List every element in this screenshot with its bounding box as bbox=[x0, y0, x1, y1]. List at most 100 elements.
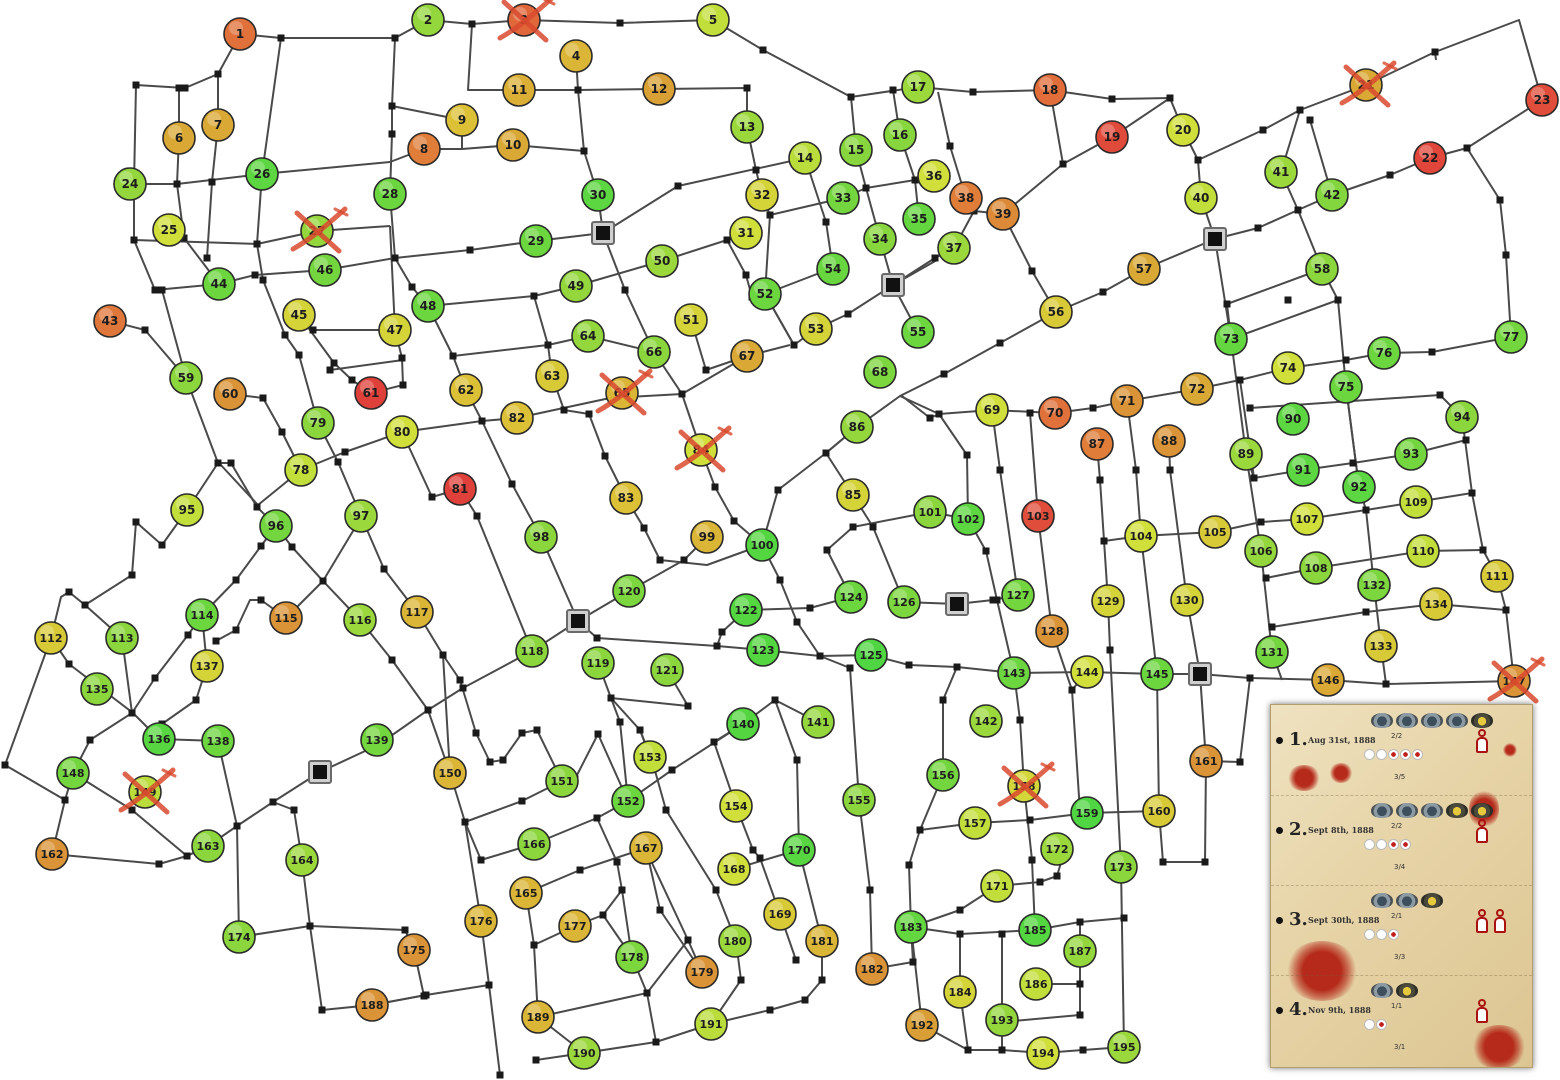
junction-square[interactable] bbox=[192, 696, 200, 704]
junction-square[interactable] bbox=[822, 218, 830, 226]
junction-square[interactable] bbox=[391, 254, 399, 262]
junction-square[interactable] bbox=[1026, 409, 1034, 417]
junction-square[interactable] bbox=[530, 941, 538, 949]
location-6[interactable]: 6 bbox=[162, 121, 196, 155]
junction-square[interactable] bbox=[232, 626, 240, 634]
location-67[interactable]: 67 bbox=[730, 339, 764, 373]
junction-square[interactable] bbox=[158, 541, 166, 549]
junction-square[interactable] bbox=[1250, 474, 1258, 482]
junction-square[interactable] bbox=[1159, 858, 1167, 866]
location-160[interactable]: 160 bbox=[1142, 794, 1176, 828]
location-82[interactable]: 82 bbox=[500, 401, 534, 435]
junction-square[interactable] bbox=[65, 588, 73, 596]
location-95[interactable]: 95 bbox=[170, 493, 204, 527]
junction-square[interactable] bbox=[420, 992, 428, 1000]
junction-square[interactable] bbox=[277, 34, 285, 42]
junction-square[interactable] bbox=[1223, 300, 1231, 308]
junction-square[interactable] bbox=[643, 989, 651, 997]
location-26[interactable]: 26 bbox=[245, 157, 279, 191]
junction-square[interactable] bbox=[132, 81, 140, 89]
location-108[interactable]: 108 bbox=[1299, 551, 1333, 585]
location-114[interactable]: 114 bbox=[185, 598, 219, 632]
location-92[interactable]: 92 bbox=[1342, 470, 1376, 504]
junction-square[interactable] bbox=[424, 706, 432, 714]
junction-square[interactable] bbox=[1382, 680, 1390, 688]
location-169[interactable]: 169 bbox=[763, 897, 797, 931]
junction-square[interactable] bbox=[1076, 918, 1084, 926]
junction-square[interactable] bbox=[232, 576, 240, 584]
junction-square[interactable] bbox=[259, 276, 267, 284]
junction-square[interactable] bbox=[1076, 980, 1084, 988]
location-34[interactable]: 34 bbox=[863, 222, 897, 256]
junction-square[interactable] bbox=[712, 886, 720, 894]
junction-square[interactable] bbox=[180, 234, 188, 242]
junction-square[interactable] bbox=[640, 524, 648, 532]
location-134[interactable]: 134 bbox=[1419, 587, 1453, 621]
location-43[interactable]: 43 bbox=[93, 304, 127, 338]
junction-square[interactable] bbox=[560, 406, 568, 414]
junction-square[interactable] bbox=[1036, 878, 1044, 886]
location-179[interactable]: 179 bbox=[685, 955, 719, 989]
junction-square[interactable] bbox=[730, 517, 738, 525]
junction-square[interactable] bbox=[326, 366, 334, 374]
location-161[interactable]: 161 bbox=[1189, 744, 1223, 778]
location-150[interactable]: 150 bbox=[433, 756, 467, 790]
junction-square[interactable] bbox=[1262, 574, 1270, 582]
junction-square[interactable] bbox=[723, 236, 731, 244]
junction-square[interactable] bbox=[616, 718, 624, 726]
junction-square[interactable] bbox=[594, 730, 602, 738]
location-5[interactable]: 5 bbox=[696, 3, 730, 37]
junction-square[interactable] bbox=[1296, 106, 1304, 114]
location-7[interactable]: 7 bbox=[201, 108, 235, 142]
location-97[interactable]: 97 bbox=[344, 499, 378, 533]
location-163[interactable]: 163 bbox=[191, 829, 225, 863]
junction-square[interactable] bbox=[486, 758, 494, 766]
junction-square[interactable] bbox=[940, 370, 948, 378]
location-56[interactable]: 56 bbox=[1039, 295, 1073, 329]
location-25[interactable]: 25 bbox=[152, 213, 186, 247]
location-178[interactable]: 178 bbox=[615, 940, 649, 974]
junction-square[interactable] bbox=[1349, 459, 1357, 467]
junction-square[interactable] bbox=[743, 84, 751, 92]
junction-square[interactable] bbox=[1099, 288, 1107, 296]
location-89[interactable]: 89 bbox=[1229, 437, 1263, 471]
location-72[interactable]: 72 bbox=[1180, 372, 1214, 406]
junction-square[interactable] bbox=[508, 480, 516, 488]
junction-square[interactable] bbox=[214, 70, 222, 78]
police-start-square[interactable] bbox=[881, 273, 905, 297]
location-110[interactable]: 110 bbox=[1406, 534, 1440, 568]
junction-square[interactable] bbox=[449, 352, 457, 360]
location-117[interactable]: 117 bbox=[400, 595, 434, 629]
junction-square[interactable] bbox=[1201, 858, 1209, 866]
location-193[interactable]: 193 bbox=[985, 1003, 1019, 1037]
location-118[interactable]: 118 bbox=[515, 634, 549, 668]
junction-square[interactable] bbox=[1166, 466, 1174, 474]
junction-square[interactable] bbox=[1362, 506, 1370, 514]
junction-square[interactable] bbox=[181, 84, 189, 92]
junction-square[interactable] bbox=[801, 996, 809, 1004]
junction-square[interactable] bbox=[996, 339, 1004, 347]
location-113[interactable]: 113 bbox=[105, 621, 139, 655]
junction-square[interactable] bbox=[680, 556, 688, 564]
junction-square[interactable] bbox=[1431, 48, 1439, 56]
junction-square[interactable] bbox=[158, 286, 166, 294]
junction-square[interactable] bbox=[956, 906, 964, 914]
location-73[interactable]: 73 bbox=[1214, 322, 1248, 356]
location-105[interactable]: 105 bbox=[1198, 515, 1232, 549]
junction-square[interactable] bbox=[290, 806, 298, 814]
location-162[interactable]: 162 bbox=[35, 837, 69, 871]
junction-square[interactable] bbox=[257, 542, 265, 550]
police-start-square[interactable] bbox=[308, 760, 332, 784]
junction-square[interactable] bbox=[388, 102, 396, 110]
junction-square[interactable] bbox=[391, 34, 399, 42]
location-131[interactable]: 131 bbox=[1255, 635, 1289, 669]
location-46[interactable]: 46 bbox=[308, 253, 342, 287]
location-143[interactable]: 143 bbox=[997, 656, 1031, 690]
location-48[interactable]: 48 bbox=[411, 289, 445, 323]
junction-square[interactable] bbox=[771, 696, 779, 704]
location-75[interactable]: 75 bbox=[1329, 370, 1363, 404]
junction-square[interactable] bbox=[1132, 466, 1140, 474]
junction-square[interactable] bbox=[774, 486, 782, 494]
location-14[interactable]: 14 bbox=[788, 141, 822, 175]
junction-square[interactable] bbox=[1236, 758, 1244, 766]
